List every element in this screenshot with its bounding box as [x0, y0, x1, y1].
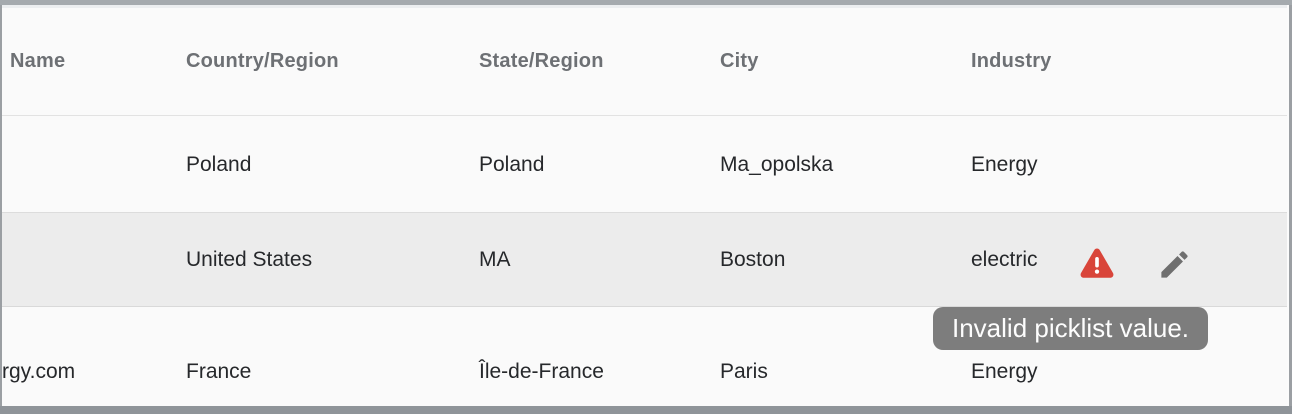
column-header-state-region[interactable]: State/Region: [479, 50, 604, 72]
column-header-country-region[interactable]: Country/Region: [186, 50, 339, 72]
top-frame-border: [0, 0, 1292, 5]
cell-city: Ma_opolska: [720, 152, 834, 176]
warning-triangle-icon[interactable]: [1078, 245, 1116, 283]
column-header-city[interactable]: City: [720, 50, 759, 72]
cell-country: Poland: [186, 152, 252, 176]
column-header-name[interactable]: Name: [10, 50, 66, 72]
left-frame-border: [0, 5, 2, 406]
error-tooltip-text: Invalid picklist value.: [952, 313, 1189, 343]
table-row-selected: United States MA Boston electric: [2, 212, 1287, 307]
cell-industry: Energy: [971, 360, 1038, 383]
cell-industry: Energy: [971, 152, 1038, 176]
cell-state: MA: [479, 247, 511, 271]
cell-country: France: [186, 360, 252, 383]
cell-city: Boston: [720, 247, 786, 271]
pencil-edit-icon[interactable]: [1157, 247, 1192, 282]
bottom-frame-border: [0, 406, 1292, 414]
column-header-industry[interactable]: Industry: [971, 50, 1052, 72]
table-header-row: Name Country/Region State/Region City In…: [2, 8, 1287, 116]
top-frame-shadow: [0, 5, 1292, 8]
cell-state: Poland: [479, 152, 545, 176]
cell-industry-error: electric: [971, 247, 1038, 271]
right-gutter: [1287, 5, 1289, 406]
cell-city: Paris: [720, 360, 768, 383]
cell-state: Île-de-France: [479, 360, 604, 383]
right-frame-border: [1289, 5, 1292, 406]
table-row: Poland Poland Ma_opolska Energy: [2, 117, 1287, 212]
cell-name: rgy.com: [2, 360, 76, 383]
error-tooltip: Invalid picklist value.: [933, 307, 1208, 350]
cell-country: United States: [186, 247, 313, 271]
